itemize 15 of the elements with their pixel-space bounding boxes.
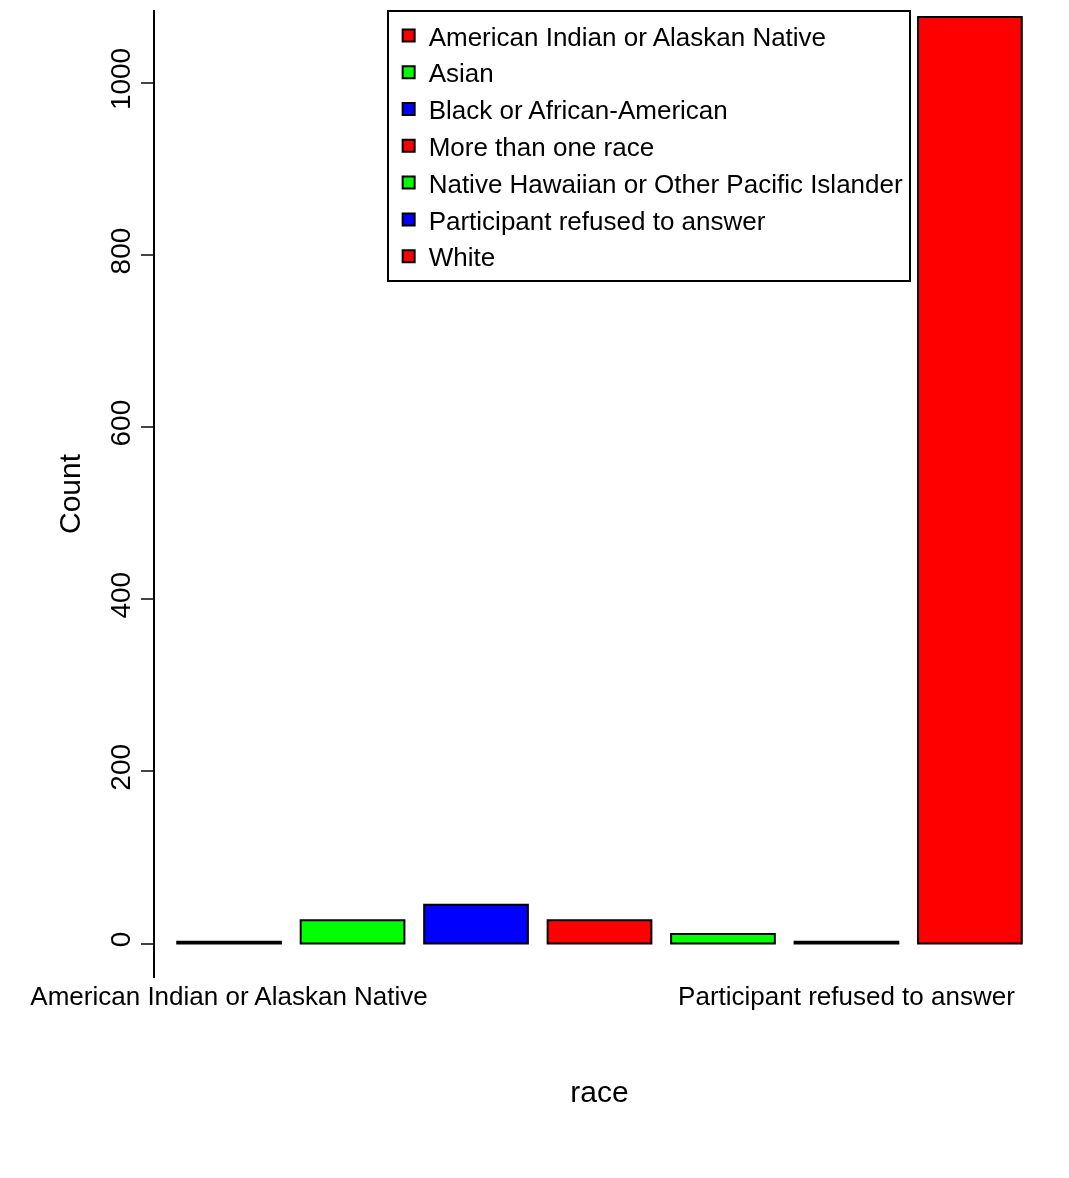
legend-label: More than one race xyxy=(428,131,655,162)
y-tick-label: 0 xyxy=(104,931,136,948)
y-tick-label: 200 xyxy=(104,743,136,791)
legend-label: American Indian or Alaskan Native xyxy=(428,21,827,52)
y-tick-label: 400 xyxy=(104,571,136,619)
legend-label: Asian xyxy=(428,58,494,89)
y-tick-label: 1000 xyxy=(104,47,136,111)
legend-label: Black or African-American xyxy=(428,95,728,126)
legend-label: White xyxy=(428,242,496,273)
legend-label: Participant refused to answer xyxy=(428,205,766,236)
legend-label: Native Hawaiian or Other Pacific Islander xyxy=(428,168,903,199)
x-axis-title: race xyxy=(570,1074,629,1108)
y-axis-title: Count xyxy=(53,453,87,535)
y-tick-label: 600 xyxy=(104,399,136,447)
y-tick-label: 800 xyxy=(104,227,136,275)
